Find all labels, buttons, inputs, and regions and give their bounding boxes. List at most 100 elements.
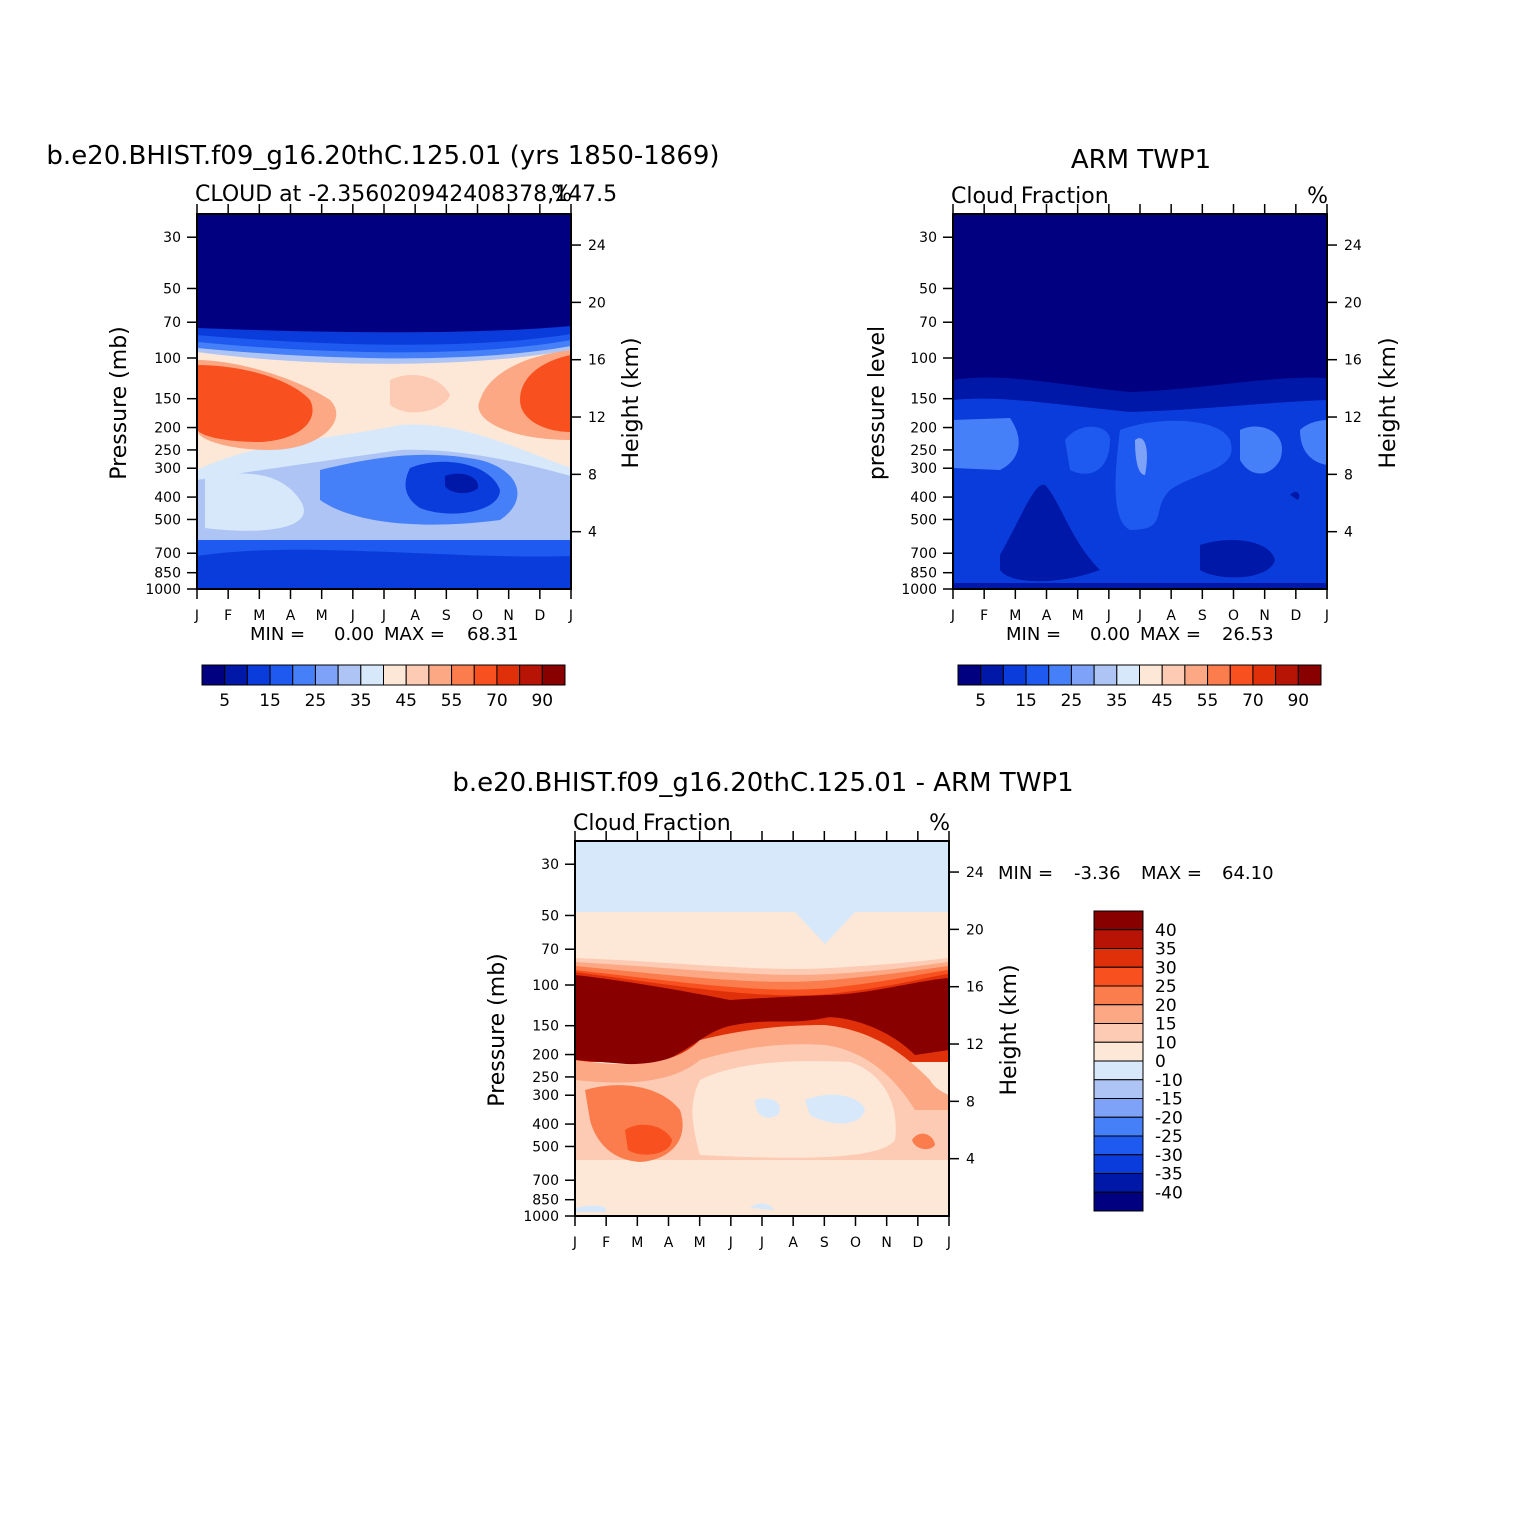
y2-tick-label: 8 bbox=[588, 467, 597, 483]
y2-tick-label: 12 bbox=[1344, 410, 1362, 426]
x-tick-label: A bbox=[1042, 608, 1052, 624]
panel3-max-label: MAX = bbox=[1141, 863, 1202, 884]
y-tick-label: 100 bbox=[532, 978, 559, 994]
x-tick-label: D bbox=[534, 608, 545, 624]
panel1-colorbar: 5 15 25 35 45 55 70 90 bbox=[201, 664, 566, 711]
y2-tick-label: 16 bbox=[588, 353, 606, 369]
colorbar-swatch bbox=[1093, 664, 1118, 686]
y2-tick-label: 16 bbox=[1344, 353, 1362, 369]
colorbar-label: 35 bbox=[1155, 940, 1177, 960]
y2-tick-label: 4 bbox=[588, 525, 597, 541]
x-tick-label: M bbox=[253, 608, 265, 624]
panel3-y2-ticks: 24 20 16 12 8 4 bbox=[949, 865, 984, 1168]
colorbar-label: 45 bbox=[1151, 691, 1173, 711]
y-tick-label: 850 bbox=[154, 566, 181, 582]
colorbar-swatch bbox=[1184, 664, 1209, 686]
colorbar-label: -25 bbox=[1155, 1127, 1183, 1147]
panel1-min-label: MIN = bbox=[250, 624, 305, 645]
panel-model: b.e20.BHIST.f09_g16.20thC.125.01 (yrs 18… bbox=[46, 141, 719, 711]
panel1-title: b.e20.BHIST.f09_g16.20thC.125.01 (yrs 18… bbox=[46, 141, 719, 171]
panel3-min-value: -3.36 bbox=[1074, 863, 1121, 884]
colorbar-label: 15 bbox=[1155, 1015, 1177, 1035]
colorbar-swatch bbox=[1025, 664, 1050, 686]
x-tick-label: M bbox=[694, 1235, 706, 1251]
y-tick-label: 30 bbox=[919, 230, 937, 246]
x-tick-label: F bbox=[224, 608, 232, 624]
colorbar-label: 70 bbox=[486, 691, 508, 711]
colorbar-swatch bbox=[1093, 1023, 1144, 1043]
panel1-max-label: MAX = bbox=[384, 624, 445, 645]
x-tick-label: A bbox=[410, 608, 420, 624]
colorbar-label: -15 bbox=[1155, 1090, 1183, 1110]
colorbar-swatch bbox=[1093, 948, 1144, 968]
colorbar-swatch bbox=[1093, 929, 1144, 949]
y-tick-label: 850 bbox=[910, 566, 937, 582]
y-tick-label: 30 bbox=[163, 230, 181, 246]
x-tick-label: D bbox=[1290, 608, 1301, 624]
panel1-field bbox=[197, 214, 571, 589]
x-tick-label: J bbox=[759, 1235, 764, 1251]
colorbar-swatch bbox=[314, 664, 339, 686]
panel3-max-value: 64.10 bbox=[1222, 863, 1274, 884]
colorbar-label: -20 bbox=[1155, 1108, 1183, 1128]
colorbar-swatch bbox=[1093, 1173, 1144, 1193]
y-tick-label: 150 bbox=[532, 1019, 559, 1035]
y2-tick-label: 8 bbox=[966, 1094, 975, 1110]
colorbar-swatch bbox=[1002, 664, 1027, 686]
colorbar-swatch bbox=[337, 664, 362, 686]
y-tick-label: 50 bbox=[919, 281, 937, 297]
colorbar-swatch bbox=[980, 664, 1004, 686]
colorbar-swatch bbox=[1161, 664, 1186, 686]
colorbar-swatch bbox=[292, 664, 316, 686]
y-tick-label: 1000 bbox=[523, 1209, 559, 1225]
panel1-units: % bbox=[551, 182, 572, 207]
x-tick-label: S bbox=[1198, 608, 1207, 624]
y-tick-label: 850 bbox=[532, 1193, 559, 1209]
colorbar-swatch bbox=[1093, 1060, 1144, 1081]
y-tick-label: 300 bbox=[154, 461, 181, 477]
colorbar-label: 10 bbox=[1155, 1033, 1177, 1053]
colorbar-label: 35 bbox=[1106, 691, 1128, 711]
panel3-min-label: MIN = bbox=[998, 863, 1053, 884]
x-tick-label: J bbox=[568, 608, 573, 624]
x-tick-label: N bbox=[881, 1235, 891, 1251]
colorbar-swatch bbox=[383, 664, 407, 686]
colorbar-swatch bbox=[1207, 664, 1231, 686]
y-tick-label: 700 bbox=[910, 546, 937, 562]
x-tick-label: S bbox=[442, 608, 451, 624]
y-tick-label: 50 bbox=[163, 281, 181, 297]
x-tick-label: M bbox=[316, 608, 328, 624]
y-tick-label: 400 bbox=[532, 1117, 559, 1133]
colorbar-label: 55 bbox=[441, 691, 463, 711]
colorbar-swatch bbox=[541, 664, 566, 686]
x-tick-label: O bbox=[472, 608, 483, 624]
panel3-title: b.e20.BHIST.f09_g16.20thC.125.01 - ARM T… bbox=[452, 768, 1073, 798]
y-tick-label: 250 bbox=[154, 443, 181, 459]
panel2-min-label: MIN = bbox=[1006, 624, 1061, 645]
colorbar-swatch bbox=[360, 664, 384, 686]
colorbar-label: 90 bbox=[531, 691, 553, 711]
x-tick-label: J bbox=[728, 1235, 733, 1251]
y-tick-label: 250 bbox=[532, 1070, 559, 1086]
y-tick-label: 200 bbox=[910, 421, 937, 437]
y-tick-label: 50 bbox=[541, 908, 559, 924]
panel2-subtitle: Cloud Fraction bbox=[951, 184, 1109, 209]
panel3-y2label: Height (km) bbox=[997, 964, 1022, 1095]
x-tick-label: J bbox=[950, 608, 955, 624]
colorbar-label: 55 bbox=[1197, 691, 1219, 711]
x-tick-label: F bbox=[602, 1235, 610, 1251]
y-tick-label: 1000 bbox=[145, 582, 181, 598]
colorbar-swatch bbox=[1093, 985, 1144, 1006]
y-tick-label: 150 bbox=[154, 392, 181, 408]
colorbar-label: -30 bbox=[1155, 1146, 1183, 1166]
colorbar-swatch bbox=[1070, 664, 1095, 686]
y-tick-label: 250 bbox=[910, 443, 937, 459]
colorbar-swatch bbox=[1297, 664, 1322, 686]
x-tick-label: A bbox=[1166, 608, 1176, 624]
colorbar-swatch bbox=[1093, 1191, 1144, 1212]
